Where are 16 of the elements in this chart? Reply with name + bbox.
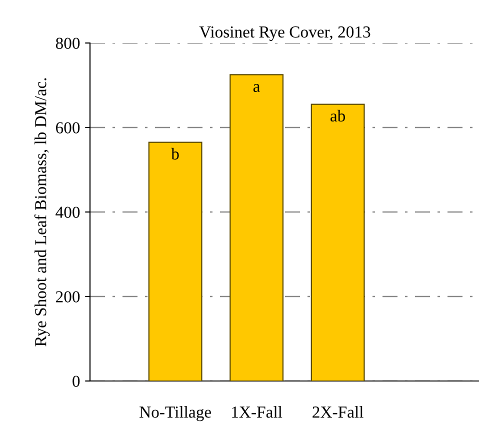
y-tick-label: 800 xyxy=(56,38,80,49)
x-tick-label: 1X-Fall xyxy=(232,406,282,418)
x-tick-label: No-Tillage xyxy=(140,406,212,422)
bar xyxy=(310,104,365,381)
y-tick-label: 0 xyxy=(72,376,80,387)
bar xyxy=(230,74,284,381)
bar xyxy=(148,142,202,381)
annotation: a xyxy=(253,84,260,92)
y-axis-title: Rye Shoot and Leaf Biomass, lb DM/ac. xyxy=(34,78,50,346)
chart-title: Viosinet Rye Cover, 2013 xyxy=(199,26,370,42)
annotation: ab xyxy=(330,110,346,122)
x-tick-label: 2X-Fall xyxy=(312,406,364,418)
y-tick-label: 200 xyxy=(56,291,80,302)
annotation: b xyxy=(171,148,179,160)
y-tick-label: 400 xyxy=(56,206,80,218)
y-tick-label: 600 xyxy=(56,122,80,134)
